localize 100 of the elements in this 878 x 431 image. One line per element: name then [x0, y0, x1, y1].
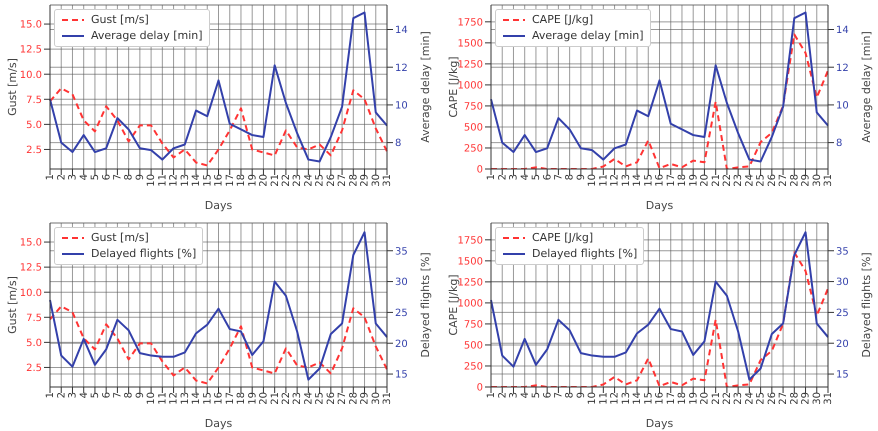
x-tick-label: 24: [303, 392, 314, 404]
y2-tick-label: 15: [395, 369, 408, 380]
x-tick-label: 26: [326, 392, 337, 404]
x-tick-label: 25: [314, 174, 326, 187]
y2-axis-title: Delayed flights [%]: [418, 252, 432, 358]
line-series: [490, 230, 829, 380]
x-tick-label: 17: [666, 392, 677, 404]
y-tick-label: 250: [464, 144, 483, 155]
x-tick-label: 13: [180, 392, 191, 404]
x-tick-label: 6: [542, 174, 554, 180]
x-tick-label: 1: [45, 392, 56, 398]
x-tick-label: 18: [677, 392, 688, 404]
x-tick-label: 24: [744, 174, 756, 187]
x-tick-label: 5: [90, 392, 102, 398]
x-tick-label: 3: [508, 392, 520, 398]
x-tick-label: 10: [146, 174, 158, 187]
x-tick-label: 27: [337, 174, 348, 187]
y2-tick-label: 15: [836, 369, 849, 380]
x-tick-label: 5: [531, 392, 542, 398]
legend-label: Delayed flights [%]: [91, 246, 196, 262]
x-tick-label: 23: [733, 392, 744, 404]
line-series: [49, 12, 388, 162]
x-tick-label: 21: [710, 392, 722, 404]
x-tick-label: 22: [281, 392, 292, 404]
legend-label: Gust [m/s]: [91, 230, 149, 246]
x-tick-label: 30: [370, 392, 382, 404]
y-tick-label: 10.0: [20, 70, 42, 81]
x-tick-label: 20: [700, 392, 711, 404]
x-tick-label: 1: [486, 174, 498, 180]
legend-label: Gust [m/s]: [91, 12, 149, 28]
x-tick-label: 20: [700, 174, 711, 187]
x-tick-label: 13: [180, 174, 191, 187]
x-tick-label: 9: [134, 392, 146, 398]
x-tick-label: 22: [722, 174, 733, 187]
x-tick-label: 18: [236, 174, 248, 187]
x-tick-label: 26: [766, 392, 778, 404]
x-tick-label: 2: [497, 392, 508, 398]
x-tick-label: 4: [78, 392, 90, 398]
x-tick-label: 5: [531, 174, 542, 180]
x-tick-label: 31: [823, 392, 834, 404]
y2-tick-label: 20: [395, 338, 408, 350]
x-tick-label: 7: [554, 392, 564, 398]
y-tick-label: 10.0: [20, 287, 42, 298]
x-tick-label: 23: [733, 174, 744, 187]
x-tick-label: 15: [643, 392, 654, 404]
x-tick-label: 13: [620, 174, 632, 187]
y-tick-label: 1750: [458, 234, 483, 246]
y-tick-label: 250: [464, 361, 483, 372]
y-tick-label: 1500: [458, 256, 483, 267]
legend-label: CAPE [J/kg]: [532, 230, 594, 246]
y-tick-label: 500: [464, 122, 483, 134]
x-tick-label: 22: [722, 392, 733, 404]
x-tick-label: 12: [610, 174, 621, 187]
x-tick-label: 15: [202, 174, 214, 187]
x-tick-label: 30: [370, 174, 382, 187]
x-axis-title: Days: [204, 416, 232, 430]
y2-tick-label: 10: [836, 100, 849, 112]
line-series: [490, 12, 829, 162]
y-tick-label: 7.5: [26, 94, 42, 106]
legend-label: CAPE [J/kg]: [532, 12, 594, 28]
x-tick-label: 1: [486, 392, 498, 398]
x-tick-label: 21: [710, 174, 722, 187]
legend-label: Average delay [min]: [91, 28, 203, 44]
x-tick-label: 12: [168, 174, 180, 187]
x-tick-label: 3: [68, 174, 79, 180]
y-axis-title: CAPE [J/kg]: [446, 274, 460, 336]
x-tick-label: 4: [520, 174, 531, 180]
x-tick-label: 16: [214, 392, 225, 404]
x-tick-label: 19: [247, 174, 258, 187]
x-tick-label: 3: [508, 174, 520, 180]
x-tick-label: 6: [101, 174, 112, 180]
x-tick-label: 28: [789, 174, 800, 187]
y-tick-label: 0: [476, 164, 483, 176]
y2-tick-label: 25: [395, 307, 408, 318]
x-tick-label: 1: [45, 174, 56, 180]
y-tick-label: 750: [464, 101, 483, 112]
y-tick-label: 0: [476, 382, 483, 394]
x-tick-label: 9: [134, 174, 146, 180]
x-tick-label: 31: [823, 174, 834, 187]
y-tick-label: 2.5: [26, 144, 42, 156]
x-tick-label: 29: [360, 174, 371, 187]
y2-tick-label: 8: [395, 138, 402, 150]
x-tick-label: 17: [666, 174, 677, 187]
x-tick-label: 15: [202, 392, 214, 404]
y2-tick-label: 35: [395, 246, 408, 257]
y-tick-label: 2.5: [26, 362, 42, 374]
y2-axis-title: Average delay [min]: [418, 31, 432, 143]
x-tick-label: 28: [348, 392, 360, 404]
line-series: [49, 230, 388, 380]
x-tick-label: 24: [744, 392, 756, 404]
x-tick-label: 25: [756, 392, 767, 404]
x-tick-label: 11: [157, 392, 168, 404]
x-tick-label: 17: [224, 392, 236, 404]
x-axis-title: Days: [646, 199, 674, 212]
y2-tick-label: 20: [836, 338, 849, 350]
x-tick-label: 16: [654, 392, 666, 404]
y-axis-title: CAPE [J/kg]: [446, 56, 460, 118]
y-tick-label: 12.5: [20, 44, 42, 56]
x-tick-label: 14: [191, 392, 202, 404]
y2-tick-label: 12: [836, 62, 849, 74]
